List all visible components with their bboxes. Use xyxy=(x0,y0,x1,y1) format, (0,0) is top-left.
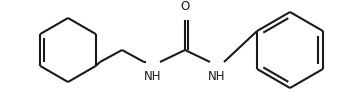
Text: NH: NH xyxy=(208,69,226,82)
Text: O: O xyxy=(181,0,190,12)
Text: NH: NH xyxy=(144,69,162,82)
